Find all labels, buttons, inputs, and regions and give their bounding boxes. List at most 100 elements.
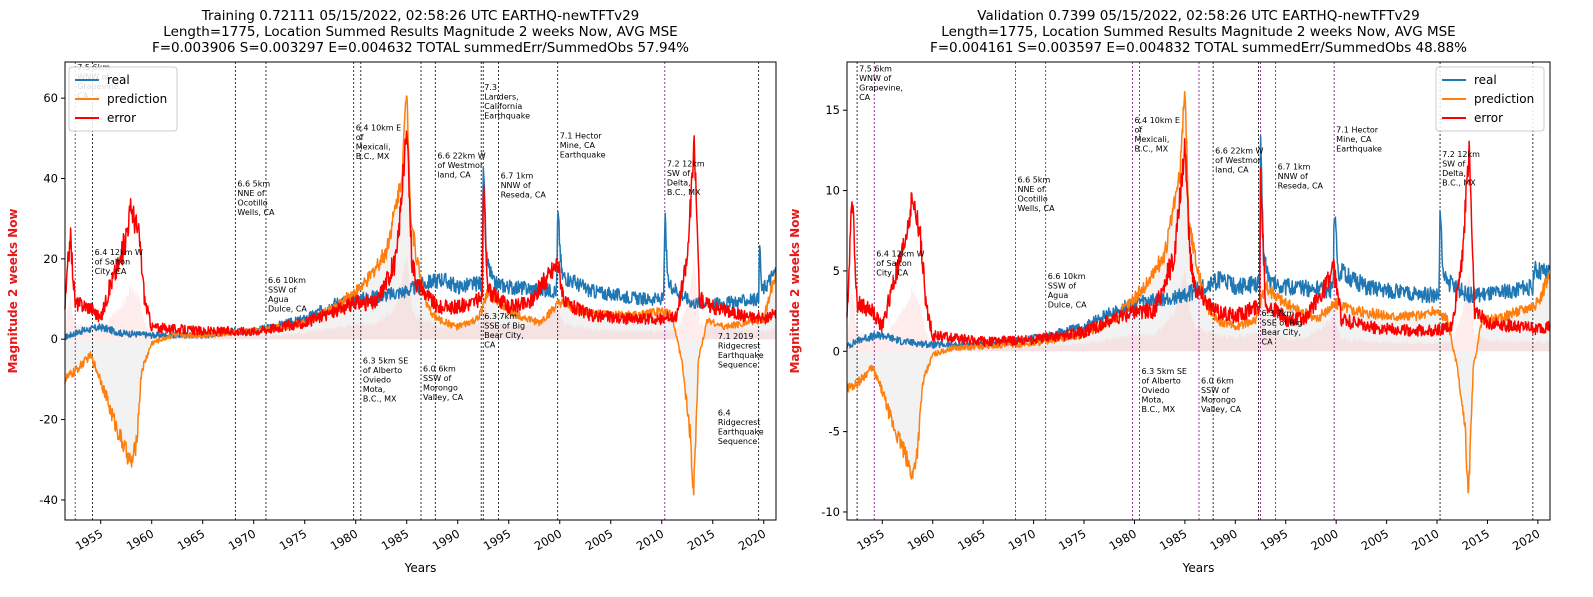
- x-tick-label: 2000: [532, 526, 564, 553]
- event-annotation-line: 6.4 10km E: [356, 123, 401, 132]
- x-tick-label: 2020: [1510, 526, 1542, 553]
- x-tick-label: 2005: [1359, 526, 1391, 553]
- event-annotation-line: Bear City,: [1262, 328, 1301, 337]
- x-tick-label: 1990: [430, 526, 462, 553]
- event-annotation-line: of Salton: [95, 257, 131, 266]
- y-tick-label: -10: [821, 505, 840, 519]
- event-annotation-line: Bear City,: [484, 331, 523, 340]
- event-annotation-line: 6.0 6km: [423, 364, 456, 373]
- x-tick-label: 1975: [277, 526, 309, 553]
- validation-chart: Validation 0.7399 05/15/2022, 02:58:26 U…: [788, 8, 1551, 575]
- y-tick-label: 60: [43, 91, 58, 105]
- series-line-prediction: [64, 95, 777, 496]
- legend-label-error: error: [1474, 111, 1503, 125]
- event-annotation-line: Valley, CA: [1201, 405, 1242, 414]
- event-annotation-line: CA: [484, 341, 496, 350]
- event-annotation-line: Mexicali,: [356, 142, 391, 151]
- x-tick-label: 1960: [124, 526, 156, 553]
- event-annotation-line: 6.4 12km W: [95, 248, 143, 257]
- event-annotation-line: Delta,: [1442, 169, 1466, 178]
- prediction-fill-area: [65, 96, 776, 495]
- x-tick-label: 1965: [175, 526, 207, 553]
- legend-box: [68, 66, 178, 132]
- event-annotation-line: SW of: [667, 169, 690, 178]
- plot-frame: [64, 61, 777, 521]
- event-annotation-line: Mota,: [363, 385, 385, 394]
- event-annotation-line: NNW of: [1278, 172, 1308, 181]
- x-tick-label: 2015: [1460, 526, 1492, 553]
- event-annotation-line: Earthquake: [1336, 145, 1382, 154]
- y-tick-label: -20: [39, 413, 58, 427]
- event-annotation-line: B.C., MX: [1442, 178, 1476, 187]
- event-annotation-line: NNW of: [501, 181, 531, 190]
- event-annotation-line: NNE of: [237, 189, 264, 198]
- event-annotation-line: Earthquake: [484, 112, 530, 121]
- x-tick-label: 1985: [379, 526, 411, 553]
- event-annotation-line: 7.1 2019: [718, 332, 754, 341]
- chart-title-line: F=0.004161 S=0.003597 E=0.004832 TOTAL s…: [930, 40, 1467, 56]
- event-annotation-line: NNE of: [1017, 185, 1044, 194]
- x-tick-label: 1970: [1006, 526, 1038, 553]
- x-tick-label: 1955: [73, 526, 105, 553]
- event-annotation-line: CA: [859, 93, 871, 102]
- legend-label-prediction: prediction: [1474, 92, 1534, 106]
- event-annotation-line: California: [484, 102, 522, 111]
- event-annotation-line: Ridgecrest: [718, 342, 761, 351]
- event-annotation-line: SSE of Big: [1262, 318, 1303, 327]
- event-annotation-line: Oviedo: [363, 375, 391, 384]
- series-line-prediction: [846, 90, 1551, 494]
- event-annotation-line: of Westmor: [437, 161, 484, 170]
- event-annotation-line: Delta,: [667, 178, 691, 187]
- event-annotation-line: Dulce, CA: [1048, 300, 1087, 309]
- event-annotation-line: of: [1134, 126, 1142, 135]
- event-annotation-line: Valley, CA: [423, 393, 464, 402]
- event-annotation-line: 6.6 10km: [268, 276, 306, 285]
- x-tick-label: 1955: [854, 526, 886, 553]
- event-annotation-line: 6.4 12km W: [876, 249, 924, 258]
- event-annotation-line: Landers,: [484, 93, 518, 102]
- training-chart: Training 0.72111 05/15/2022, 02:58:26 UT…: [6, 8, 777, 575]
- event-annotation-line: B.C., MX: [667, 188, 701, 197]
- x-axis-label: Years: [1182, 561, 1215, 575]
- event-annotation-line: of Westmor: [1215, 156, 1262, 165]
- x-tick-label: 1975: [1056, 526, 1088, 553]
- plot-frame: [846, 61, 1551, 521]
- event-annotation-line: SSW of: [1201, 386, 1230, 395]
- event-annotation-line: Reseda, CA: [1278, 182, 1324, 191]
- x-tick-label: 2010: [634, 526, 666, 553]
- event-annotation-line: of Alberto: [363, 366, 402, 375]
- y-tick-label: 10: [825, 184, 840, 198]
- event-annotation-line: Mine, CA: [560, 141, 596, 150]
- chart-title-line: Length=1775, Location Summed Results Mag…: [941, 24, 1455, 40]
- x-tick-label: 2005: [583, 526, 615, 553]
- event-annotation-line: Morongo: [1201, 395, 1236, 404]
- x-tick-label: 1995: [481, 526, 513, 553]
- event-annotation-line: SSE of Big: [484, 322, 525, 331]
- event-annotation-line: SSW of: [423, 374, 452, 383]
- event-annotation-line: B.C., MX: [1134, 145, 1168, 154]
- chart-title-line: Length=1775, Location Summed Results Mag…: [163, 24, 677, 40]
- event-annotation-line: Ocotillo: [1017, 195, 1047, 204]
- event-annotation-line: 7.2 12km: [1442, 150, 1480, 159]
- event-annotation-line: SSW of: [268, 285, 297, 294]
- event-annotation-line: City, CA: [876, 268, 908, 277]
- event-annotation-line: B.C., MX: [363, 394, 397, 403]
- training-chart-panel: Training 0.72111 05/15/2022, 02:58:26 UT…: [0, 0, 790, 593]
- event-annotation-line: 6.3 7km: [1262, 309, 1295, 318]
